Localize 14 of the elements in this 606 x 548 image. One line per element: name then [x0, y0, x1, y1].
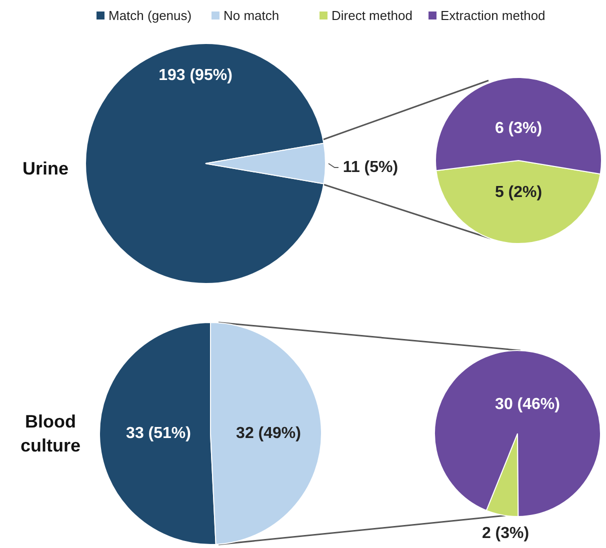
legend-label: No match — [224, 8, 280, 23]
text: Blood culture — [20, 412, 81, 456]
data-label: 30 (46%) — [495, 396, 560, 413]
data-label: 5 (2%) — [494, 184, 542, 201]
data-label: 2 (3%) — [482, 525, 530, 542]
data-label: 33 (51%) — [126, 425, 191, 442]
legend-label: Direct method — [332, 8, 412, 23]
data-label: 193 (95%) — [158, 67, 232, 84]
data-label: 32 (49%) — [236, 425, 301, 442]
legend-label: Match (genus) — [108, 8, 192, 23]
text: Urine — [22, 158, 69, 178]
data-label: 11 (5%) — [342, 159, 398, 176]
data-label: 6 (3%) — [494, 120, 542, 137]
legend-label: Extraction method — [440, 8, 546, 23]
